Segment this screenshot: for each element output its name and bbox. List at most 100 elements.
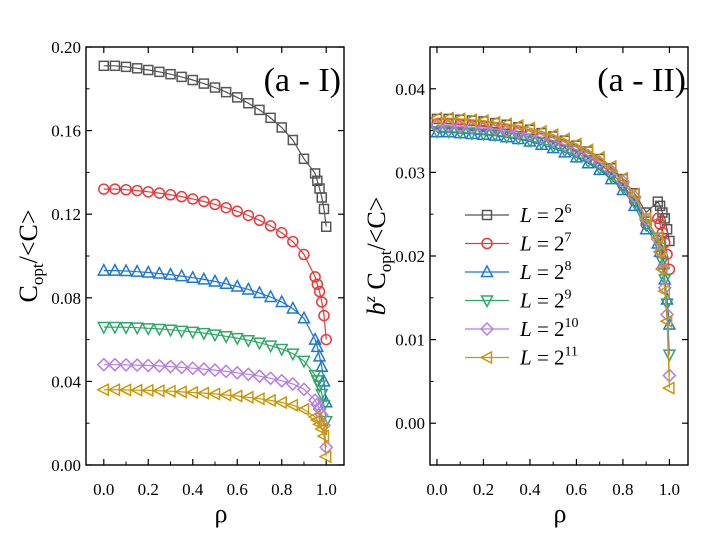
y-axis-title-prefix: b [362, 302, 391, 315]
plot-frame [85, 46, 345, 466]
x-tick-label: 1.0 [659, 480, 680, 499]
data-point [616, 182, 630, 196]
data-point [312, 348, 327, 362]
legend-item: L = 28 [465, 259, 572, 284]
series-line [103, 389, 327, 457]
data-point [660, 298, 674, 312]
y-tick-label: 0.20 [51, 38, 81, 57]
x-tick-label: 1.0 [316, 480, 337, 499]
y-axis-title-subscript: opt [28, 263, 47, 285]
data-point [313, 285, 326, 298]
legend-item: L = 29 [465, 288, 572, 313]
data-point [229, 389, 243, 403]
data-point [627, 198, 642, 212]
data-point [119, 322, 133, 335]
data-point [654, 200, 666, 212]
data-point [263, 289, 278, 303]
data-point [174, 385, 187, 399]
data-point [275, 227, 288, 239]
data-point [441, 126, 456, 140]
data-point [163, 266, 178, 280]
data-point [220, 86, 232, 98]
x-tick-label: 0.2 [138, 480, 159, 499]
data-point [315, 388, 329, 402]
data-point [318, 309, 330, 322]
data-point [316, 429, 330, 443]
data-point [241, 281, 256, 295]
data-point [307, 410, 321, 424]
x-axis-title: ρ [215, 499, 228, 528]
y-tick-label: 0.02 [395, 247, 425, 266]
data-point [639, 219, 653, 233]
data-point [197, 327, 211, 341]
data-point [655, 256, 670, 270]
data-point [315, 359, 329, 373]
data-point [499, 117, 512, 131]
legend-marker [480, 295, 494, 309]
data-point [219, 276, 233, 290]
data-point [654, 218, 666, 230]
data-point [511, 132, 526, 146]
x-tick-label: 0.8 [271, 480, 292, 499]
data-point [654, 262, 668, 277]
panel-label: (a - I) [264, 62, 341, 99]
y-tick-label: 0.16 [51, 122, 81, 141]
legend-label: L = 26 [519, 202, 572, 227]
data-point [274, 373, 289, 388]
data-point [296, 402, 310, 417]
data-point [274, 294, 289, 308]
data-point [109, 60, 121, 72]
series-4 [97, 321, 333, 429]
data-point [209, 198, 221, 211]
data-point [286, 300, 300, 314]
x-tick-label: 0.0 [93, 480, 114, 499]
data-point [262, 393, 276, 408]
data-point [297, 310, 311, 324]
series-line [103, 270, 327, 403]
series-line [103, 188, 327, 340]
data-point [316, 192, 328, 203]
data-point [320, 221, 332, 232]
legend-marker [479, 350, 493, 365]
data-point [488, 129, 502, 143]
data-point [120, 61, 132, 73]
data-point [130, 358, 145, 373]
data-point [545, 128, 559, 142]
data-point [568, 137, 582, 151]
data-point [118, 357, 134, 372]
legend-item: L = 26 [465, 202, 572, 227]
series-1 [98, 60, 332, 232]
data-point [207, 363, 223, 378]
data-point [465, 127, 479, 141]
data-point [430, 126, 444, 140]
legend-item: L = 27 [465, 231, 572, 256]
data-point [309, 271, 321, 283]
x-tick-label: 0.2 [473, 480, 494, 499]
data-point [220, 201, 232, 214]
data-point [251, 392, 265, 406]
data-point [240, 390, 254, 405]
x-tick-label: 0.4 [182, 480, 204, 499]
y-axis-title-main: C [362, 272, 391, 296]
data-point [219, 331, 233, 344]
y-tick-label: 0.04 [395, 80, 425, 99]
data-point [241, 334, 256, 348]
legend-label: L = 28 [519, 259, 572, 284]
legend-marker [480, 264, 494, 278]
data-point [274, 395, 287, 410]
data-point [287, 235, 299, 248]
legend-label: L = 27 [519, 231, 572, 256]
data-point [230, 332, 244, 346]
data-point [523, 135, 537, 149]
x-tick-label: 0.4 [519, 480, 541, 499]
y-tick-label: 0.04 [51, 372, 81, 391]
data-point [592, 162, 607, 176]
data-point [108, 321, 122, 335]
data-point [120, 183, 132, 196]
data-point [207, 387, 221, 401]
data-point [185, 361, 200, 376]
data-point [286, 348, 300, 362]
data-point [154, 66, 165, 78]
data-point [569, 150, 584, 164]
x-tick-label: 0.8 [612, 480, 633, 499]
